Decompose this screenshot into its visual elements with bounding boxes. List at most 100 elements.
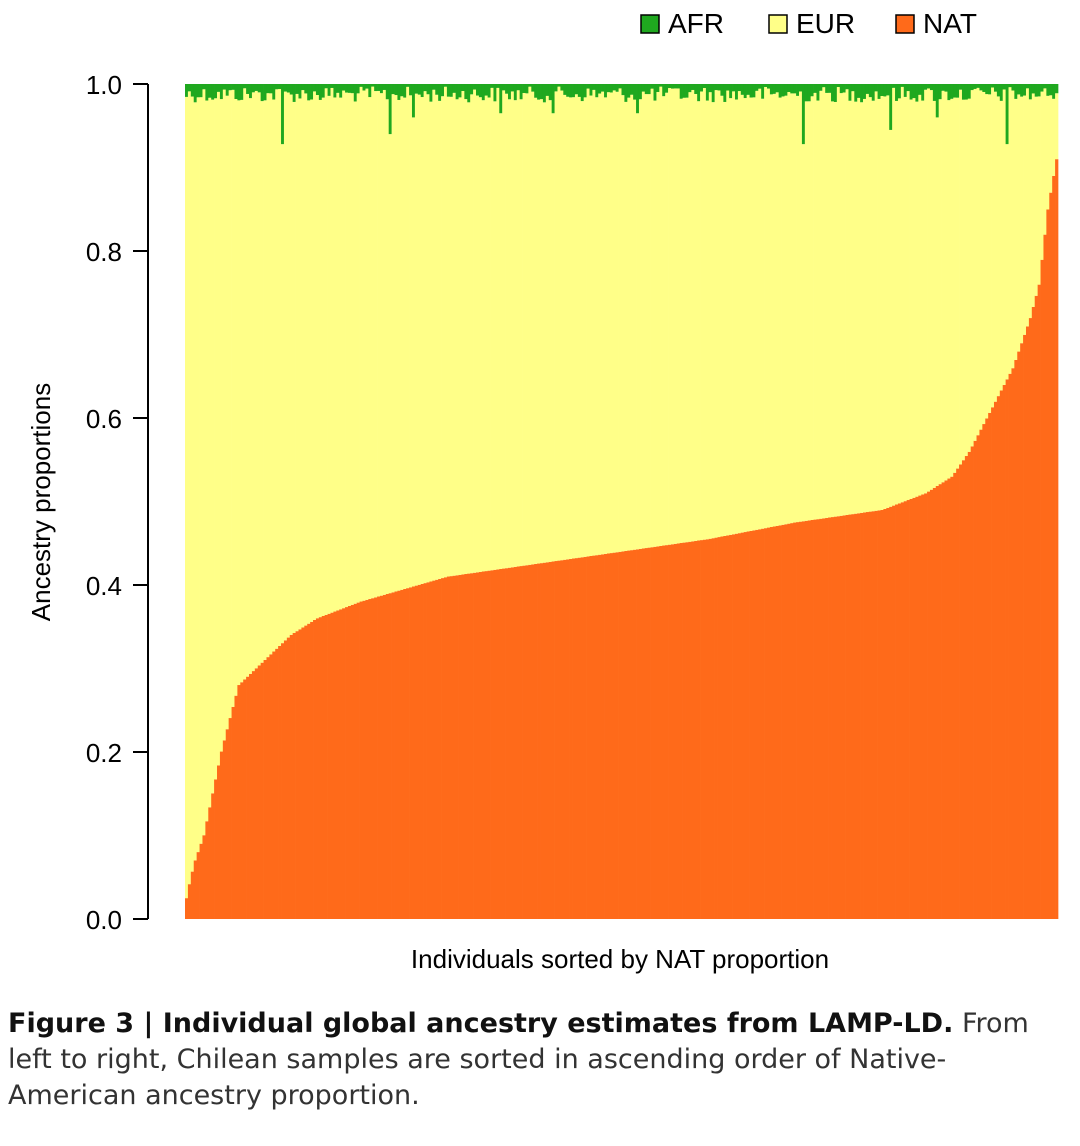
bar-0-nat [185,898,189,920]
bar-190-eur [737,91,742,534]
bar-294-eur [1040,91,1044,260]
bar-60-eur [359,86,363,602]
bar-122-afr [540,84,544,100]
bar-1-eur [187,91,192,885]
legend-swatch-eur [768,14,788,34]
bar-273-eur [979,90,983,430]
bar-150-afr [621,84,625,96]
bar-49-nat [327,613,331,919]
bar-122-nat [540,563,544,919]
bar-134-eur [574,94,579,559]
bar-293-nat [1037,284,1041,919]
bar-287-nat [1020,343,1024,919]
bar-81-eur [420,97,424,584]
bar-6-afr [202,84,206,90]
bar-68-eur [382,89,387,595]
bar-258-nat [935,485,940,919]
bar-209-eur [793,93,797,523]
bar-259-nat [938,484,942,919]
bar-97-nat [467,573,471,919]
bar-55-nat [345,607,349,919]
bar-263-nat [950,476,954,919]
bar-25-nat [257,665,262,919]
bar-38-eur [295,93,299,632]
caption-body: From left to right, Chilean samples are … [8,1008,1029,1111]
bar-28-afr [266,84,270,94]
bar-179-nat [705,539,710,919]
bar-131-nat [566,559,570,919]
bar-65-nat [374,597,378,919]
bar-189-afr [734,84,739,100]
bar-247-nat [903,501,908,919]
bar-272-nat [976,435,980,919]
bar-279-eur [996,96,1001,397]
bar-295-eur [1043,88,1047,235]
bar-112-nat [510,567,515,919]
bar-107-eur [496,87,500,570]
bar-275-nat [985,418,989,919]
bar-29-afr [269,84,273,94]
bar-135-afr [577,84,582,97]
bar-164-eur [662,96,666,546]
bar-30-eur [272,99,276,652]
bar-238-afr [877,84,881,99]
bar-33-afr [281,84,285,145]
bar-16-eur [231,89,235,707]
bar-87-eur [438,100,442,579]
bar-167-eur [670,88,675,545]
y-tick-label-4: 0.8 [86,237,122,267]
bar-61-eur [362,90,366,601]
bar-229-afr [851,84,855,92]
bar-133-afr [572,84,576,98]
bar-213-nat [804,520,809,919]
bar-294-afr [1040,84,1044,92]
bar-1-afr [187,84,192,92]
bar-120-afr [534,84,538,98]
bar-265-eur [956,97,960,469]
bar-227-nat [845,514,849,919]
bar-160-afr [650,84,654,89]
bar-266-nat [959,464,963,919]
bar-75-eur [403,97,407,589]
bar-144-afr [604,84,608,98]
bar-46-nat [318,617,323,919]
bar-141-afr [595,84,599,98]
bar-211-afr [799,84,803,92]
bar-7-nat [205,821,209,919]
bar-245-afr [897,84,902,99]
bar-14-afr [225,84,229,96]
bar-90-afr [446,84,451,97]
bar-251-eur [915,101,919,497]
bar-195-eur [752,97,756,531]
bar-22-nat [249,673,253,919]
bar-171-nat [682,542,686,919]
bar-116-eur [522,92,526,566]
bar-150-eur [621,95,625,552]
bar-41-afr [304,84,308,94]
bar-17-nat [234,695,238,919]
bar-0-afr [185,84,189,97]
bar-150-nat [621,551,625,919]
bar-263-afr [950,84,954,99]
bar-47-nat [321,616,326,919]
bar-173-nat [688,541,692,919]
bar-67-afr [379,84,384,94]
bar-194-afr [749,84,753,98]
bar-286-eur [1017,94,1021,352]
bar-102-nat [481,571,486,919]
bar-191-afr [740,84,745,95]
bar-19-nat [240,682,244,919]
bar-18-afr [237,84,241,101]
bar-164-nat [662,545,666,919]
bar-123-afr [542,84,547,103]
bar-28-nat [266,657,270,919]
bar-112-afr [510,84,515,92]
bar-159-nat [647,547,651,919]
bar-205-nat [781,524,785,919]
bar-213-eur [804,101,809,521]
bar-159-eur [647,94,651,548]
bar-96-afr [464,84,468,100]
bar-255-eur [927,88,931,492]
bar-34-afr [283,84,288,92]
bar-45-nat [315,618,320,919]
